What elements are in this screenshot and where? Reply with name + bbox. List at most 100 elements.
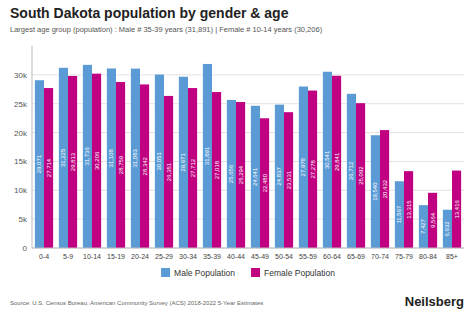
data-label: 25,656 [228,164,234,183]
bar [68,76,77,248]
data-label: 30,206 [94,151,100,170]
x-axis-line [32,248,464,249]
bar [308,91,317,248]
y-tick-label: 20k [14,129,28,138]
bar [188,88,197,248]
y-tick-label: 30k [14,71,28,80]
data-label: 29,071 [36,154,42,173]
bar [44,88,53,248]
bar [251,106,260,248]
bar [356,103,365,248]
bar [236,102,245,248]
x-tick-label: 30-34 [179,253,197,260]
bar [131,69,140,248]
bar [380,130,389,248]
subtitle: Largest age group (population) : Male # … [10,25,323,34]
bar [443,210,452,248]
title: South Dakota population by gender & age [10,5,289,21]
bar [395,181,404,248]
y-tick-label: 5k [19,215,28,224]
bar [92,74,101,248]
data-label: 31,083 [132,148,138,167]
x-tick-label: 85+ [446,253,458,260]
x-tick-label: 45-49 [251,253,269,260]
data-label: 20,432 [382,179,388,198]
bar [164,96,173,248]
data-label: 27,018 [214,160,220,179]
bar [203,64,212,248]
data-label: 13,315 [406,200,412,219]
x-tick-label: 60-64 [323,253,341,260]
y-tick-label: 25k [14,100,28,109]
data-label: 25,092 [358,166,364,185]
data-label: 28,342 [142,156,148,175]
data-label: 30,541 [324,150,330,169]
x-tick-label: 75-79 [395,253,413,260]
data-label: 27,714 [46,158,52,177]
bar [347,94,356,248]
x-tick-label: 55-59 [299,253,317,260]
bar [452,171,461,248]
x-tick-label: 70-74 [371,253,389,260]
x-tick-label: 10-14 [83,253,101,260]
x-tick-label: 25-29 [155,253,173,260]
legend-swatch [251,268,260,277]
bar [275,105,284,248]
bar [404,171,413,248]
bar [179,77,188,248]
bar [299,87,308,248]
data-label: 28,759 [118,155,124,174]
data-label: 31,225 [60,148,66,167]
legend-label: Female Population [264,268,335,278]
bars [35,64,461,248]
data-label: 27,278 [310,159,316,178]
bar [140,84,149,248]
x-tick-label: 65-69 [347,253,365,260]
x-tick-label: 80-84 [419,253,437,260]
data-label: 26,712 [348,161,354,180]
data-label: 13,416 [454,199,460,218]
bar [35,80,44,248]
bar [323,72,332,248]
legend-item: Male Population [161,268,235,278]
x-tick-label: 20-24 [131,253,149,260]
data-label: 9,564 [430,212,436,228]
bar [59,68,68,248]
y-tick-label: 10k [14,186,28,195]
bar [260,118,269,248]
data-label: 30,051 [156,151,162,170]
bar [371,135,380,248]
bar [83,65,92,248]
bar [428,193,437,248]
legend-label: Male Population [174,268,235,278]
data-label: 6,632 [444,221,450,237]
data-label: 25,294 [238,165,244,184]
bar [212,92,221,248]
data-label: 24,641 [252,167,258,186]
data-label: 27,978 [300,157,306,176]
data-label: 22,480 [262,173,268,192]
data-label: 24,837 [276,166,282,185]
legend-swatch [161,268,170,277]
chart: South Dakota population by gender & age L… [0,0,474,316]
bar [116,82,125,248]
data-label: 26,351 [166,162,172,181]
bar [107,68,116,248]
y-tick-label: 15k [14,157,28,166]
data-label: 31,736 [84,147,90,166]
bar [284,112,293,248]
bar [227,100,236,248]
branding: Neilsberg [405,294,464,309]
x-tick-label: 40-44 [227,253,245,260]
data-label: 29,813 [70,152,76,171]
source: Source: U.S. Census Bureau, American Com… [10,300,263,306]
bar [332,76,341,248]
y-axis-line [32,46,33,248]
data-label: 7,427 [420,218,426,234]
data-label: 31,891 [204,146,210,165]
y-axis: 05k10k15k20k25k30k [14,71,464,253]
data-label: 19,540 [372,182,378,201]
x-tick-label: 0-4 [39,253,49,260]
legend: Male Population Female Population [161,268,335,278]
legend-item: Female Population [251,268,335,278]
